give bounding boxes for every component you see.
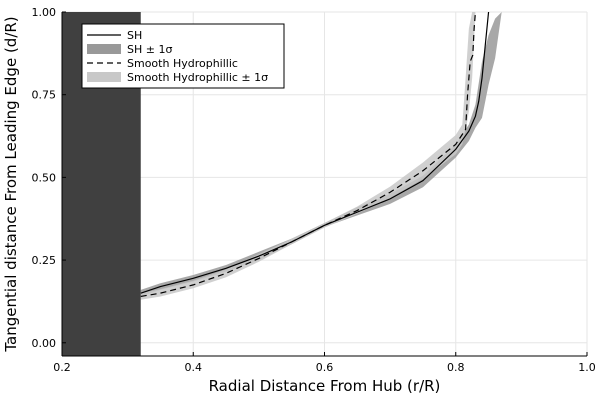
y-tick-label: 1.00 [32,6,57,19]
x-axis-label: Radial Distance From Hub (r/R) [209,377,441,395]
line-smooth-hydrophillic [140,12,477,298]
x-tick-label: 0.6 [316,361,334,374]
x-tick-label: 0.2 [53,361,71,374]
x-tick-label: 0.4 [185,361,203,374]
axis-ticks: 0.2 0.4 0.6 0.8 1.0 0.00 0.25 0.50 0.75 1.00 [32,6,596,374]
y-axis-label: Tangential distance From Leading Edge (d… [2,16,20,352]
legend-label: SH [127,29,142,42]
legend-swatch [87,44,121,54]
legend-label: Smooth Hydrophillic [127,57,238,70]
legend-label: Smooth Hydrophillic ± 1σ [127,71,268,84]
legend-swatch [87,72,121,82]
y-tick-label: 0.25 [32,254,57,267]
y-tick-label: 0.50 [32,171,57,184]
legend-label: SH ± 1σ [127,43,172,56]
line-sh [140,12,490,294]
x-tick-label: 0.8 [447,361,465,374]
y-tick-label: 0.75 [32,89,57,102]
x-tick-label: 1.0 [578,361,596,374]
y-tick-label: 0.00 [32,337,57,350]
